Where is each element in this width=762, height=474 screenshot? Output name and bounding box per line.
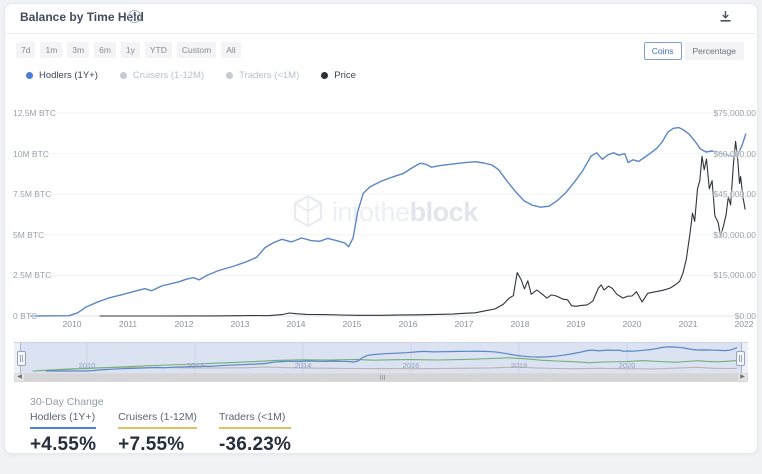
range-button-7d[interactable]: 7d	[16, 42, 36, 58]
change-column: Hodlers (1Y+) +4.55%	[30, 411, 97, 456]
legend-item[interactable]: Hodlers (1Y+)	[26, 70, 98, 81]
scrollbar-thumb[interactable]	[24, 374, 738, 381]
header-divider	[5, 33, 756, 34]
change-value: +4.55%	[30, 434, 97, 455]
legend-item[interactable]: Traders (<1M)	[226, 70, 299, 81]
range-button-3m[interactable]: 3m	[67, 42, 90, 58]
main-chart[interactable]	[0, 100, 762, 332]
navigator[interactable]: 2010 2012 2014 2016 2018 2020	[14, 342, 748, 373]
change-column: Traders (<1M) -36.23%	[218, 411, 292, 456]
hodlers-line	[29, 126, 747, 317]
legend-label: Traders (<1M)	[239, 70, 300, 81]
scrollbar-grip-icon	[380, 375, 385, 380]
range-button-1m[interactable]: 1m	[40, 42, 63, 58]
change-label: Cruisers (1-12M)	[118, 411, 197, 423]
change-label: Traders (<1M)	[218, 411, 286, 423]
legend-dot-icon	[226, 72, 234, 79]
legend-dot-icon	[119, 72, 127, 79]
range-button-6m[interactable]: 6m	[94, 42, 116, 58]
change-value: +7.55%	[118, 434, 185, 455]
navigator-right-handle[interactable]	[736, 351, 745, 366]
chart-scrollbar[interactable]: ◀ ▶	[14, 373, 748, 382]
legend-item[interactable]: Price	[321, 70, 356, 81]
price-line	[99, 140, 746, 317]
percentage-button[interactable]: Percentage	[684, 42, 744, 60]
range-button-ytd[interactable]: YTD	[144, 42, 172, 58]
nav-cruisers-line	[32, 357, 738, 372]
help-icon[interactable]: ?	[128, 10, 141, 23]
change-accent-bar	[218, 427, 292, 429]
range-button-all[interactable]: All	[221, 42, 241, 58]
page-title: Balance by Time Held	[20, 10, 144, 24]
change-label: Hodlers (1Y+)	[30, 411, 96, 423]
coins-button[interactable]: Coins	[643, 42, 682, 60]
download-icon[interactable]	[719, 10, 732, 23]
chart-legend: Hodlers (1Y+) Cruisers (1-12M) Traders (<1…	[26, 70, 356, 81]
range-button-custom[interactable]: Custom	[176, 42, 217, 58]
legend-dot-icon	[321, 72, 329, 79]
nav-hodlers-line	[45, 346, 738, 372]
change-panel: Hodlers (1Y+) +4.55% Cruisers (1-12M) +7.55…	[30, 411, 292, 456]
legend-item[interactable]: Cruisers (1-12M)	[119, 70, 205, 81]
time-range-group: 7d 1m 3m 6m 1y YTD Custom All	[16, 42, 241, 58]
change-column: Cruisers (1-12M) +7.55%	[118, 411, 197, 456]
change-value: -36.23%	[218, 434, 292, 455]
navigator-left-handle[interactable]	[17, 351, 26, 366]
range-button-1y[interactable]: 1y	[120, 42, 140, 58]
unit-toggle: Coins Percentage	[643, 42, 744, 60]
legend-label: Hodlers (1Y+)	[39, 70, 98, 81]
change-panel-title: 30-Day Change	[30, 396, 104, 408]
legend-dot-icon	[26, 72, 33, 79]
scrollbar-right-arrow-icon[interactable]: ▶	[737, 374, 747, 381]
legend-label: Cruisers (1-12M)	[132, 70, 205, 81]
change-accent-bar	[118, 427, 197, 429]
nav-traders-line	[32, 366, 738, 372]
legend-label: Price	[334, 70, 356, 81]
change-accent-bar	[30, 427, 97, 429]
